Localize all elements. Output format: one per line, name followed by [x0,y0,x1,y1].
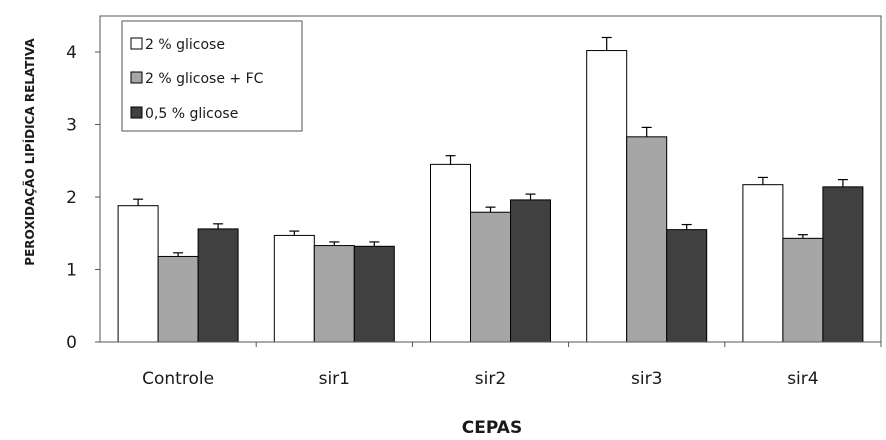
bar-sir4-series-2 [782,237,824,343]
y-tick-label: 3 [66,116,77,136]
error-bar [837,179,848,187]
error-bar [133,198,144,206]
bar-sir4-series-3 [822,186,864,343]
x-tick-label: sir4 [787,369,818,389]
legend-label: 0,5 % glicose [145,106,238,122]
y-tick-label: 4 [66,43,77,63]
y-axis-ticks: 0 1 2 3 4 [66,43,100,353]
x-tick-label: sir2 [475,369,506,389]
bar-sir2-series-2 [470,211,511,343]
error-bar [485,206,496,213]
bars-layer [117,50,864,343]
legend-label: 2 % glicose + FC [145,71,264,87]
error-bar [641,126,652,137]
error-bars-layer [133,36,848,257]
error-bar [681,223,692,230]
legend-swatch [130,106,143,119]
bar-sir3-series-3 [666,229,708,343]
bar-sir1-series-3 [353,245,395,343]
y-tick-label: 0 [66,333,77,353]
error-bar [525,193,536,200]
error-bar [797,234,808,239]
x-tick-label: sir3 [631,369,662,389]
bar-sir3-series-1 [586,50,628,343]
x-tick-label: Controle [142,369,214,389]
bar-sir2-series-1 [430,163,471,343]
error-bar [213,223,224,229]
legend: 2 % glicose 2 % glicose + FC 0,5 % glicose [121,20,303,132]
y-axis-title: PEROXIDAÇÃO LIPÍDICA RELATIVA [22,38,37,266]
error-bar [601,36,612,51]
bar-controle-series-2 [157,255,199,343]
error-bar [329,241,340,246]
legend-box [121,20,303,132]
bar-sir1-series-2 [313,245,355,343]
x-axis-title: CEPAS [462,418,522,438]
error-bar [369,241,380,247]
error-bar [173,252,184,257]
bar-sir4-series-1 [742,184,784,343]
legend-swatch [130,37,143,50]
error-bar [757,176,768,185]
x-tick-label: sir1 [319,369,350,389]
bar-controle-series-1 [117,205,159,343]
legend-label: 2 % glicose [145,37,225,53]
y-tick-label: 2 [66,188,77,208]
bar-sir3-series-2 [626,136,668,343]
y-tick-label: 1 [66,261,77,281]
bar-sir2-series-3 [510,199,551,343]
bar-sir1-series-1 [273,234,315,343]
legend-swatch [130,71,143,84]
x-axis-ticks: Controle sir1 sir2 sir3 sir4 [142,342,882,389]
bar-controle-series-3 [197,228,239,343]
error-bar [445,155,456,165]
error-bar [289,230,300,236]
